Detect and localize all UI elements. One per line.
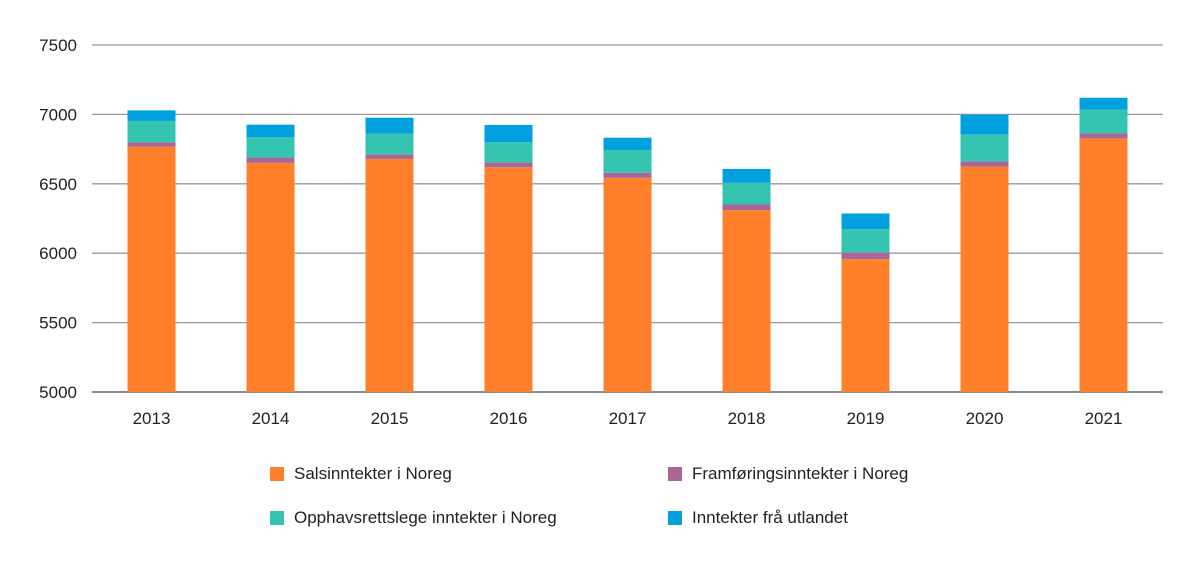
bar-segment-2018-1 [722,204,771,211]
legend-swatch [270,467,284,481]
bar-segment-2019-0 [841,259,890,392]
y-tick-label: 6500 [39,175,77,194]
bar-segment-2020-1 [960,161,1009,167]
bar-segment-2015-2 [365,133,414,155]
y-tick-label: 5000 [39,383,77,402]
x-tick-label: 2015 [371,409,409,428]
bar-segment-2019-2 [841,229,890,253]
bar-segment-2021-2 [1079,109,1128,134]
x-tick-label: 2014 [252,409,290,428]
bar-segment-2019-1 [841,252,890,260]
x-tick-label: 2020 [966,409,1004,428]
x-tick-label: 2021 [1085,409,1123,428]
y-tick-label: 7000 [39,105,77,124]
bar-segment-2015-0 [365,158,414,392]
bar-segment-2017-2 [603,149,652,173]
bar-segment-2014-1 [246,157,295,163]
bar-segment-2016-3 [484,124,533,143]
bar-segment-2021-0 [1079,138,1128,392]
x-tick-label: 2013 [133,409,171,428]
legend-item: Salsinntekter i Noreg [270,464,452,484]
bar-segment-2017-0 [603,177,652,392]
bar-segment-2016-1 [484,162,533,168]
legend-item: Framføringsinntekter i Noreg [668,464,908,484]
bar-segment-2018-3 [722,168,771,183]
bar-segment-2018-2 [722,182,771,205]
bar-segment-2013-1 [127,142,176,147]
y-tick-label: 5500 [39,314,77,333]
legend-label: Inntekter frå utlandet [692,508,848,527]
x-tick-label: 2018 [728,409,766,428]
legend-swatch [668,467,682,481]
bar-segment-2021-1 [1079,133,1128,139]
x-tick-label: 2016 [490,409,528,428]
bar-segment-2016-2 [484,142,533,163]
bar-segment-2013-0 [127,146,176,392]
bar-segment-2015-1 [365,154,414,159]
bar-segment-2021-3 [1079,97,1128,110]
bar-segment-2013-2 [127,120,176,143]
x-tick-label: 2019 [847,409,885,428]
legend-swatch [270,511,284,525]
bar-segment-2020-0 [960,166,1009,392]
bar-segment-2018-0 [722,210,771,392]
y-tick-label: 7500 [39,36,77,55]
bar-segment-2017-1 [603,172,652,178]
bar-segment-2020-2 [960,134,1009,162]
legend-label: Framføringsinntekter i Noreg [692,464,909,483]
x-tick-label: 2017 [609,409,647,428]
bar-segment-2015-3 [365,117,414,134]
legend-swatch [668,511,682,525]
bar-segment-2014-0 [246,162,295,392]
bar-segment-2016-0 [484,167,533,392]
bar-segment-2014-3 [246,124,295,138]
bar-segment-2017-3 [603,137,652,150]
y-tick-label: 6000 [39,244,77,263]
bar-segment-2014-2 [246,137,295,158]
legend-label: Opphavsrettslege inntekter i Noreg [294,508,557,527]
legend-item: Opphavsrettslege inntekter i Noreg [270,508,557,528]
bar-segment-2020-3 [960,114,1009,135]
legend-item: Inntekter frå utlandet [668,508,848,528]
legend-label: Salsinntekter i Noreg [294,464,452,483]
bar-segment-2013-3 [127,110,176,121]
bar-segment-2019-3 [841,213,890,230]
